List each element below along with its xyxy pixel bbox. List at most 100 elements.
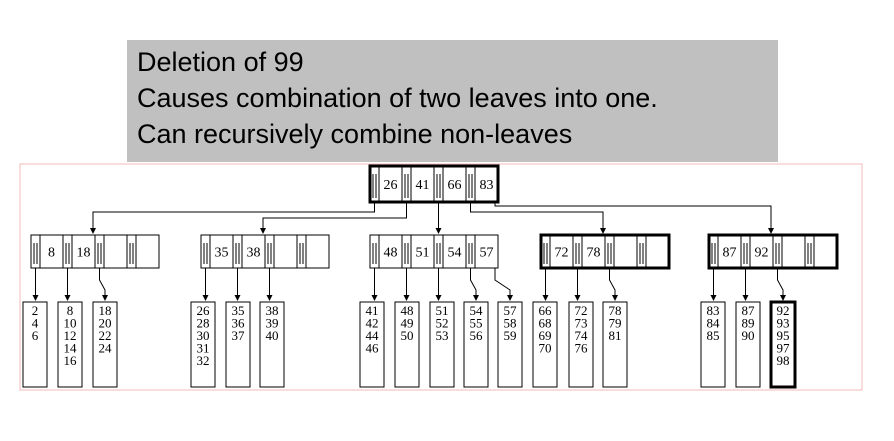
leaf-node-8-box xyxy=(394,301,420,388)
leaf-key: 6 xyxy=(32,328,39,343)
internal-node-4: 72 78 xyxy=(539,233,671,270)
leaf-key: 83 xyxy=(707,303,720,318)
leaf-edge xyxy=(470,262,479,301)
node-key: 78 xyxy=(587,246,601,261)
leaf-key: 95 xyxy=(777,328,790,343)
node-key: 8 xyxy=(48,246,55,261)
caption-line-1: Deletion of 99 xyxy=(137,47,304,77)
leaf-node-10-box xyxy=(463,301,489,388)
leaf-key: 38 xyxy=(266,303,279,318)
caption-line-3: Can recursively combine non-leaves xyxy=(137,119,573,149)
leaf-node-2-box xyxy=(57,301,83,388)
tree-nodes: 26 41 66 838 18 35 38 48 51 54 57 72 78 87 92246810121… xyxy=(22,164,839,389)
caption-line-2: Causes combination of two leaves into on… xyxy=(137,83,658,113)
leaf-key: 31 xyxy=(197,341,210,356)
leaf-key: 56 xyxy=(470,328,484,343)
internal-node-5: 87 92 xyxy=(707,233,839,270)
leaf-node-15-box xyxy=(700,301,726,388)
leaf-key: 16 xyxy=(64,353,78,368)
leaf-key: 46 xyxy=(366,341,380,356)
tree-edge xyxy=(260,202,407,234)
leaf-key: 78 xyxy=(609,303,622,318)
leaf-key: 55 xyxy=(470,316,483,331)
leaf-key: 32 xyxy=(197,353,210,368)
leaf-node-4-box xyxy=(190,301,216,388)
leaf-key: 52 xyxy=(436,316,449,331)
leaf-key: 84 xyxy=(707,316,721,331)
leaf-key: 37 xyxy=(232,328,246,343)
leaf-key: 48 xyxy=(401,303,414,318)
leaf-key: 87 xyxy=(742,303,756,318)
tree-edge xyxy=(90,202,375,234)
leaf-node-17-box xyxy=(769,300,797,389)
node-key: 26 xyxy=(384,178,398,193)
node-key: 66 xyxy=(448,178,462,193)
leaf-key: 68 xyxy=(539,316,552,331)
leaf-node-1: 246 xyxy=(22,301,48,388)
root-node: 26 41 66 83 xyxy=(368,164,500,204)
leaf-key: 49 xyxy=(401,316,414,331)
leaf-key: 12 xyxy=(64,328,77,343)
leaf-key: 2 xyxy=(32,303,39,318)
leaf-node-13-box xyxy=(568,301,594,388)
leaf-edge xyxy=(494,262,513,301)
leaf-key: 58 xyxy=(504,316,517,331)
leaf-key: 40 xyxy=(266,328,279,343)
leaf-edge xyxy=(609,262,618,301)
leaf-key: 54 xyxy=(470,303,484,318)
leaf-key: 81 xyxy=(609,328,622,343)
leaf-key: 66 xyxy=(539,303,553,318)
leaf-node-14-box xyxy=(602,301,628,388)
node-key: 48 xyxy=(384,246,398,261)
leaf-key: 59 xyxy=(504,328,517,343)
node-key: 41 xyxy=(416,178,430,193)
leaf-node-5-box xyxy=(225,301,251,388)
leaf-key: 85 xyxy=(707,328,720,343)
leaf-node-16-box xyxy=(735,301,761,388)
leaf-key: 93 xyxy=(777,316,790,331)
leaf-node-1-box xyxy=(22,301,48,388)
node-key: 72 xyxy=(555,246,569,261)
node-key: 38 xyxy=(247,246,261,261)
leaf-node-9-box xyxy=(429,301,455,388)
leaf-edge xyxy=(777,262,786,301)
leaf-key: 26 xyxy=(197,303,211,318)
node-key: 57 xyxy=(480,246,494,261)
leaf-node-7-box xyxy=(359,301,385,388)
leaf-key: 72 xyxy=(575,303,588,318)
leaf-key: 4 xyxy=(32,316,39,331)
internal-node-3: 48 51 54 57 xyxy=(369,234,499,269)
node-key: 87 xyxy=(723,246,737,261)
leaf-key: 10 xyxy=(64,316,77,331)
node-key: 51 xyxy=(416,246,430,261)
leaf-key: 74 xyxy=(575,328,589,343)
leaf-key: 89 xyxy=(742,316,755,331)
leaf-node-6-box xyxy=(259,301,285,388)
leaf-key: 90 xyxy=(742,328,755,343)
leaf-key: 79 xyxy=(609,316,622,331)
leaf-key: 22 xyxy=(99,328,112,343)
node-key: 92 xyxy=(755,246,769,261)
leaf-node-11-box xyxy=(497,301,523,388)
leaf-key: 42 xyxy=(366,316,379,331)
leaf-key: 20 xyxy=(99,316,112,331)
leaf-key: 98 xyxy=(777,353,790,368)
leaf-key: 18 xyxy=(99,303,112,318)
leaf-node-12-box xyxy=(532,301,558,388)
leaf-key: 69 xyxy=(539,328,552,343)
leaf-edge xyxy=(99,262,108,301)
node-key: 18 xyxy=(77,246,91,261)
leaf-key: 73 xyxy=(575,316,588,331)
tree-edge xyxy=(494,202,774,234)
leaf-key: 70 xyxy=(539,341,552,356)
